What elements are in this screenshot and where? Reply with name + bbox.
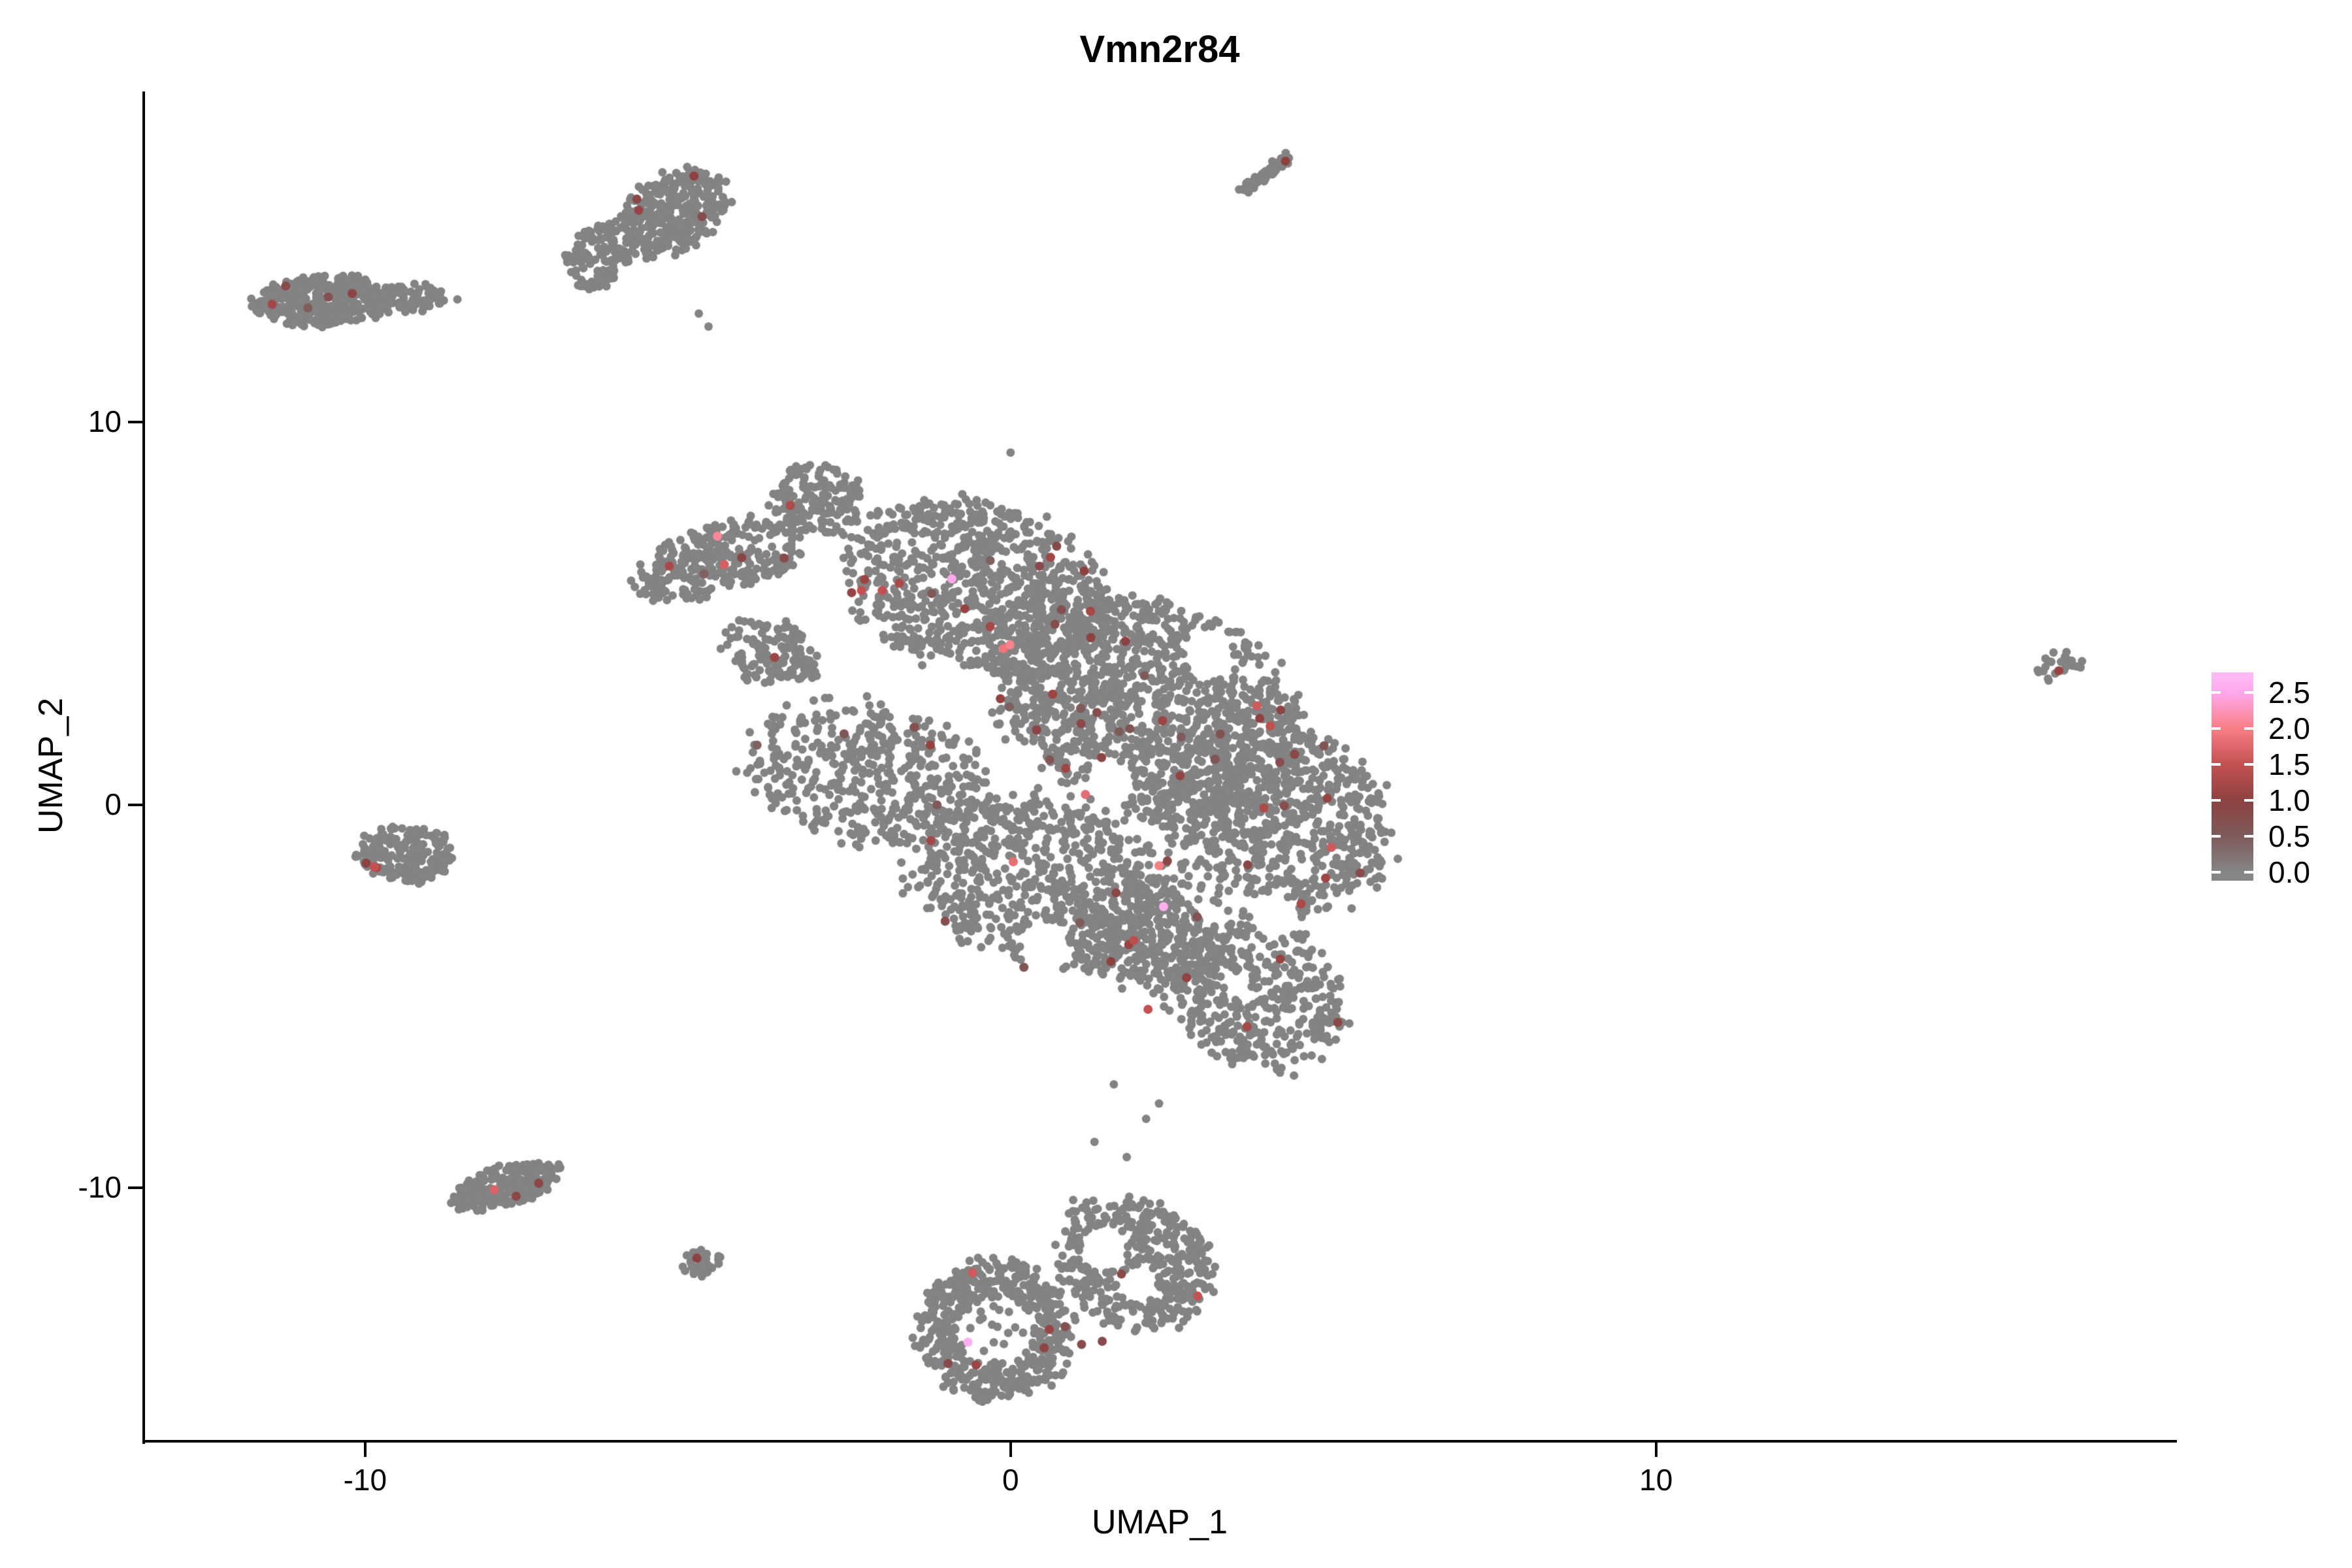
y-tick-mark <box>128 803 142 806</box>
legend-tick-notch <box>2244 727 2253 730</box>
y-tick-label: -10 <box>78 1170 122 1204</box>
legend-tick-notch <box>2212 727 2221 730</box>
legend-tick-label: 0.5 <box>2268 819 2310 853</box>
legend-tick-notch <box>2212 798 2221 802</box>
x-tick-label: -10 <box>343 1463 387 1497</box>
y-tick-mark <box>128 1186 142 1189</box>
y-axis-line <box>142 91 145 1444</box>
legend-tick-notch <box>2212 762 2221 766</box>
x-tick-mark <box>1009 1443 1012 1457</box>
legend-colorbar <box>2212 672 2253 881</box>
legend-tick-notch <box>2244 834 2253 838</box>
y-tick-label: 10 <box>88 404 122 438</box>
x-axis-line <box>142 1440 2177 1443</box>
x-tick-mark <box>1654 1443 1658 1457</box>
plot-title: Vmn2r84 <box>1079 28 1240 71</box>
legend-tick-label: 1.5 <box>2268 747 2310 781</box>
legend-tick-notch <box>2244 691 2253 694</box>
y-tick-label: 0 <box>105 787 122 821</box>
x-tick-mark <box>363 1443 367 1457</box>
legend-tick-label: 1.0 <box>2268 783 2310 817</box>
x-axis-label: UMAP_1 <box>1091 1503 1228 1541</box>
y-tick-mark <box>128 420 142 423</box>
legend-tick-label: 2.0 <box>2268 711 2310 745</box>
y-axis-label: UMAP_2 <box>32 697 70 834</box>
legend-tick-label: 2.5 <box>2268 675 2310 710</box>
legend-tick-label: 0.0 <box>2268 855 2310 889</box>
x-tick-label: 10 <box>1639 1463 1673 1497</box>
legend-tick-notch <box>2212 691 2221 694</box>
x-tick-label: 0 <box>1002 1463 1019 1497</box>
legend-tick-notch <box>2244 762 2253 766</box>
legend-tick-notch <box>2212 870 2221 874</box>
legend-tick-notch <box>2212 834 2221 838</box>
legend-tick-notch <box>2244 870 2253 874</box>
legend-tick-notch <box>2244 798 2253 802</box>
